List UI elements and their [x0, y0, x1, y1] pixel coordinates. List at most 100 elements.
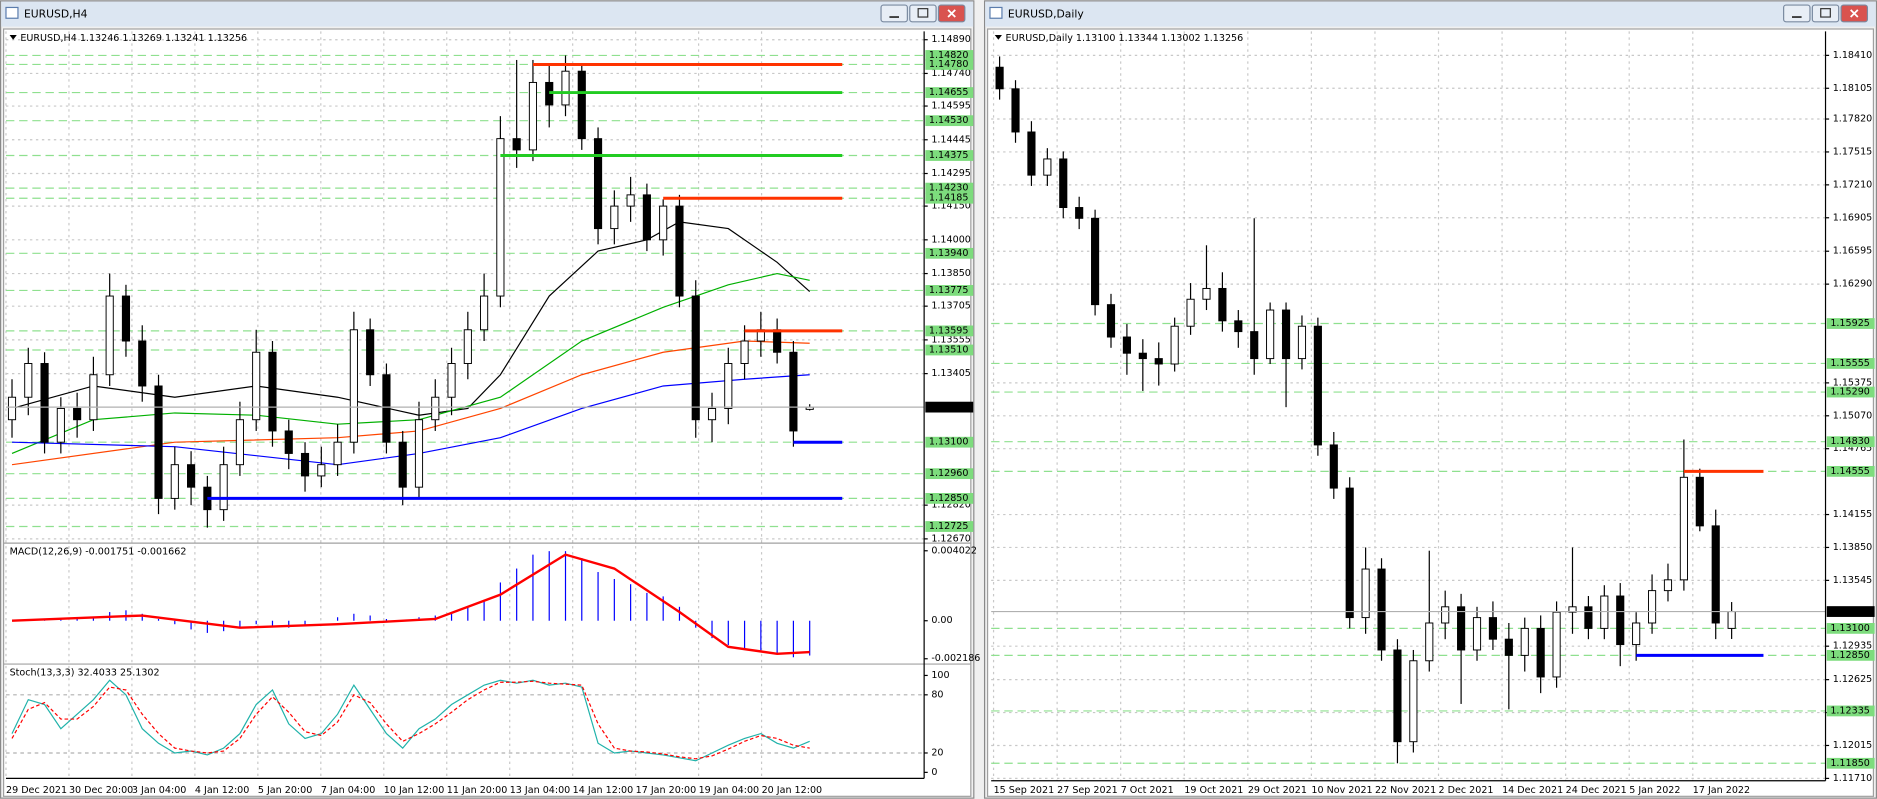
time-label: 19 Oct 2021 — [1184, 785, 1243, 796]
candle-body — [1266, 309, 1275, 360]
time-label: 10 Nov 2021 — [1311, 785, 1372, 796]
level-label-box — [1826, 318, 1875, 329]
candle-body — [89, 374, 98, 421]
candle-body — [463, 329, 472, 364]
candle-body — [1425, 622, 1434, 662]
time-label: 19 Jan 04:00 — [699, 785, 760, 796]
price-tick-label: 1.18105 — [1833, 83, 1873, 94]
candle-body — [366, 329, 375, 376]
level-label-box — [1826, 757, 1875, 769]
window-max-button[interactable] — [1811, 4, 1840, 23]
price-tick-label: 1.12820 — [931, 500, 971, 511]
level-label: 1.12725 — [929, 521, 969, 532]
candle-body — [317, 464, 326, 477]
candle-body — [1186, 298, 1195, 327]
stoch-header: Stoch(13,3,3) 32.4033 25.1302 — [10, 668, 160, 679]
candle-body — [431, 396, 440, 421]
macd-tick-label: 0.004022 — [931, 545, 977, 556]
candle-body — [577, 70, 586, 140]
price-tick-label: 1.14155 — [1833, 509, 1873, 520]
candle-body — [1377, 568, 1386, 651]
chart-header: EURUSD,Daily 1.13100 1.13344 1.13002 1.1… — [1006, 33, 1244, 44]
price-tick-label: 1.15070 — [1833, 410, 1873, 421]
level-label: 1.12335 — [1830, 705, 1870, 716]
level-label: 1.14655 — [929, 87, 969, 98]
stoch-main-line — [11, 679, 810, 762]
candle-body — [1091, 217, 1100, 306]
level-label: 1.12850 — [1830, 650, 1870, 661]
level-label-box — [925, 115, 974, 127]
candle-body — [187, 464, 196, 488]
candle-body — [105, 295, 114, 376]
level-label-box — [925, 192, 974, 204]
price-tick-label: 1.17820 — [1833, 114, 1873, 125]
stoch-tick-label: 80 — [931, 689, 943, 700]
level-label-box — [925, 150, 974, 161]
candle-body — [724, 363, 733, 409]
candle-body — [414, 419, 424, 488]
candle-body — [1059, 158, 1068, 208]
candle-body — [1297, 325, 1307, 360]
level-label-box — [925, 50, 974, 61]
candle-body — [1663, 579, 1673, 592]
candle-body — [235, 419, 244, 466]
level-label: 1.14530 — [929, 115, 969, 126]
level-label: 1.13100 — [1830, 623, 1870, 634]
price-tick-label: 1.13545 — [1833, 575, 1873, 586]
candle-body — [1472, 617, 1482, 651]
candle-body — [561, 70, 570, 106]
level-label: 1.15555 — [1830, 358, 1870, 369]
candle-body — [642, 194, 651, 241]
candle-body — [1457, 606, 1466, 651]
candle-body — [1568, 606, 1577, 613]
window-min-button[interactable] — [880, 4, 908, 23]
candle-body — [56, 407, 65, 443]
level-label: 1.13940 — [929, 248, 969, 259]
candle-body — [1202, 287, 1211, 300]
window-max-button[interactable] — [909, 4, 937, 23]
candle-body — [73, 407, 82, 421]
close-icon — [947, 9, 956, 18]
time-label: 5 Jan 2022 — [1629, 785, 1680, 796]
level-label-box — [925, 521, 974, 532]
level-label: 1.14375 — [929, 150, 969, 161]
level-label: 1.15290 — [1830, 387, 1870, 398]
time-label: 14 Dec 2021 — [1502, 785, 1563, 796]
candle-body — [675, 205, 684, 297]
level-label: 1.15925 — [1830, 318, 1870, 329]
candle-body — [1441, 606, 1450, 624]
macd-signal-line — [11, 553, 810, 655]
candle-body — [610, 205, 619, 230]
candle-body — [480, 295, 489, 331]
current-price-box — [1826, 606, 1875, 617]
candle-body — [284, 430, 293, 454]
header-arrow — [9, 34, 17, 40]
candle-body — [1281, 309, 1291, 360]
price-tick-label: 1.14150 — [931, 201, 971, 212]
level-label: 1.13775 — [929, 285, 969, 296]
price-tick-label: 1.14595 — [931, 101, 971, 112]
price-tick-label: 1.17515 — [1833, 146, 1873, 157]
price-tick-label: 1.13555 — [931, 334, 971, 345]
level-label-box — [1826, 705, 1875, 717]
chart-header: EURUSD,H4 1.13246 1.13269 1.13241 1.1325… — [20, 33, 247, 44]
candle-body — [789, 351, 798, 432]
candle-body — [740, 340, 749, 364]
level-label: 1.14230 — [929, 183, 969, 194]
candle-body — [995, 66, 1004, 90]
stoch-signal-line — [11, 680, 810, 760]
candle-body — [1043, 158, 1052, 176]
level-label: 1.11850 — [1830, 758, 1870, 769]
price-tick-label: 1.17210 — [1833, 179, 1873, 190]
candle-body — [1520, 627, 1529, 656]
window-min-button[interactable] — [1783, 4, 1811, 23]
candle-body — [24, 363, 33, 398]
price-tick-label: 1.13705 — [931, 301, 971, 312]
window-title: EURUSD,H4 — [24, 8, 88, 21]
time-label: 5 Jan 20:00 — [258, 785, 312, 796]
time-label: 29 Dec 2021 — [6, 785, 67, 796]
price-tick-label: 1.15375 — [1833, 377, 1873, 388]
time-label: 27 Sep 2021 — [1057, 785, 1118, 796]
time-label: 13 Jan 04:00 — [510, 785, 571, 796]
